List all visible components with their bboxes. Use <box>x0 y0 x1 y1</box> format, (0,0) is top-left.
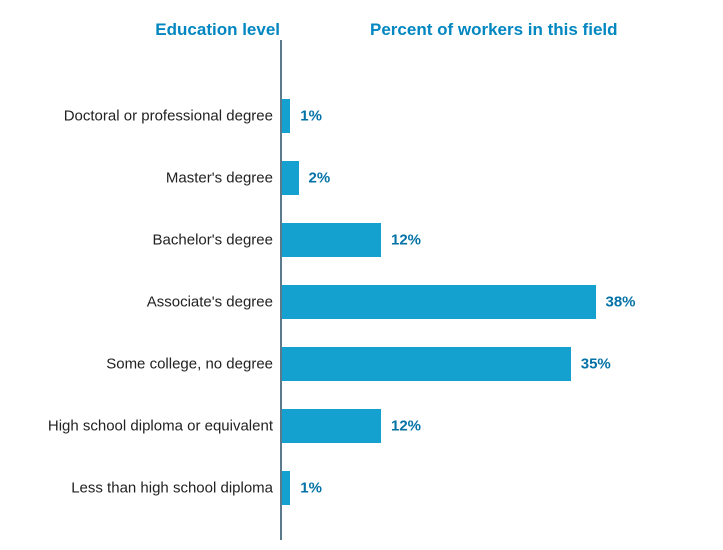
value-label: 1% <box>300 108 322 125</box>
category-label: Less than high school diploma <box>3 480 273 497</box>
bar <box>282 285 596 319</box>
bar <box>282 347 571 381</box>
category-label: High school diploma or equivalent <box>3 418 273 435</box>
bar <box>282 471 290 505</box>
bar-row: High school diploma or equivalent 12% <box>0 400 723 452</box>
value-label: 2% <box>309 170 331 187</box>
value-label: 12% <box>391 418 421 435</box>
category-label: Doctoral or professional degree <box>3 108 273 125</box>
bar-row: Master's degree 2% <box>0 152 723 204</box>
header-education-level: Education level <box>155 20 280 40</box>
education-bar-chart: Education level Percent of workers in th… <box>0 20 723 550</box>
category-label: Associate's degree <box>3 294 273 311</box>
bar <box>282 161 299 195</box>
category-label: Master's degree <box>3 170 273 187</box>
bar <box>282 223 381 257</box>
bar-row: Bachelor's degree 12% <box>0 214 723 266</box>
bar-row: Some college, no degree 35% <box>0 338 723 390</box>
category-label: Some college, no degree <box>3 356 273 373</box>
bar-row: Less than high school diploma 1% <box>0 462 723 514</box>
value-label: 38% <box>606 294 636 311</box>
category-label: Bachelor's degree <box>3 232 273 249</box>
chart-headers: Education level Percent of workers in th… <box>0 20 723 60</box>
bar <box>282 99 290 133</box>
bar-row: Doctoral or professional degree 1% <box>0 90 723 142</box>
bar-row: Associate's degree 38% <box>0 276 723 328</box>
header-percent-workers: Percent of workers in this field <box>370 20 618 40</box>
value-label: 35% <box>581 356 611 373</box>
chart-plot-area: Doctoral or professional degree 1% Master'… <box>0 90 723 550</box>
bar <box>282 409 381 443</box>
value-label: 1% <box>300 480 322 497</box>
value-label: 12% <box>391 232 421 249</box>
